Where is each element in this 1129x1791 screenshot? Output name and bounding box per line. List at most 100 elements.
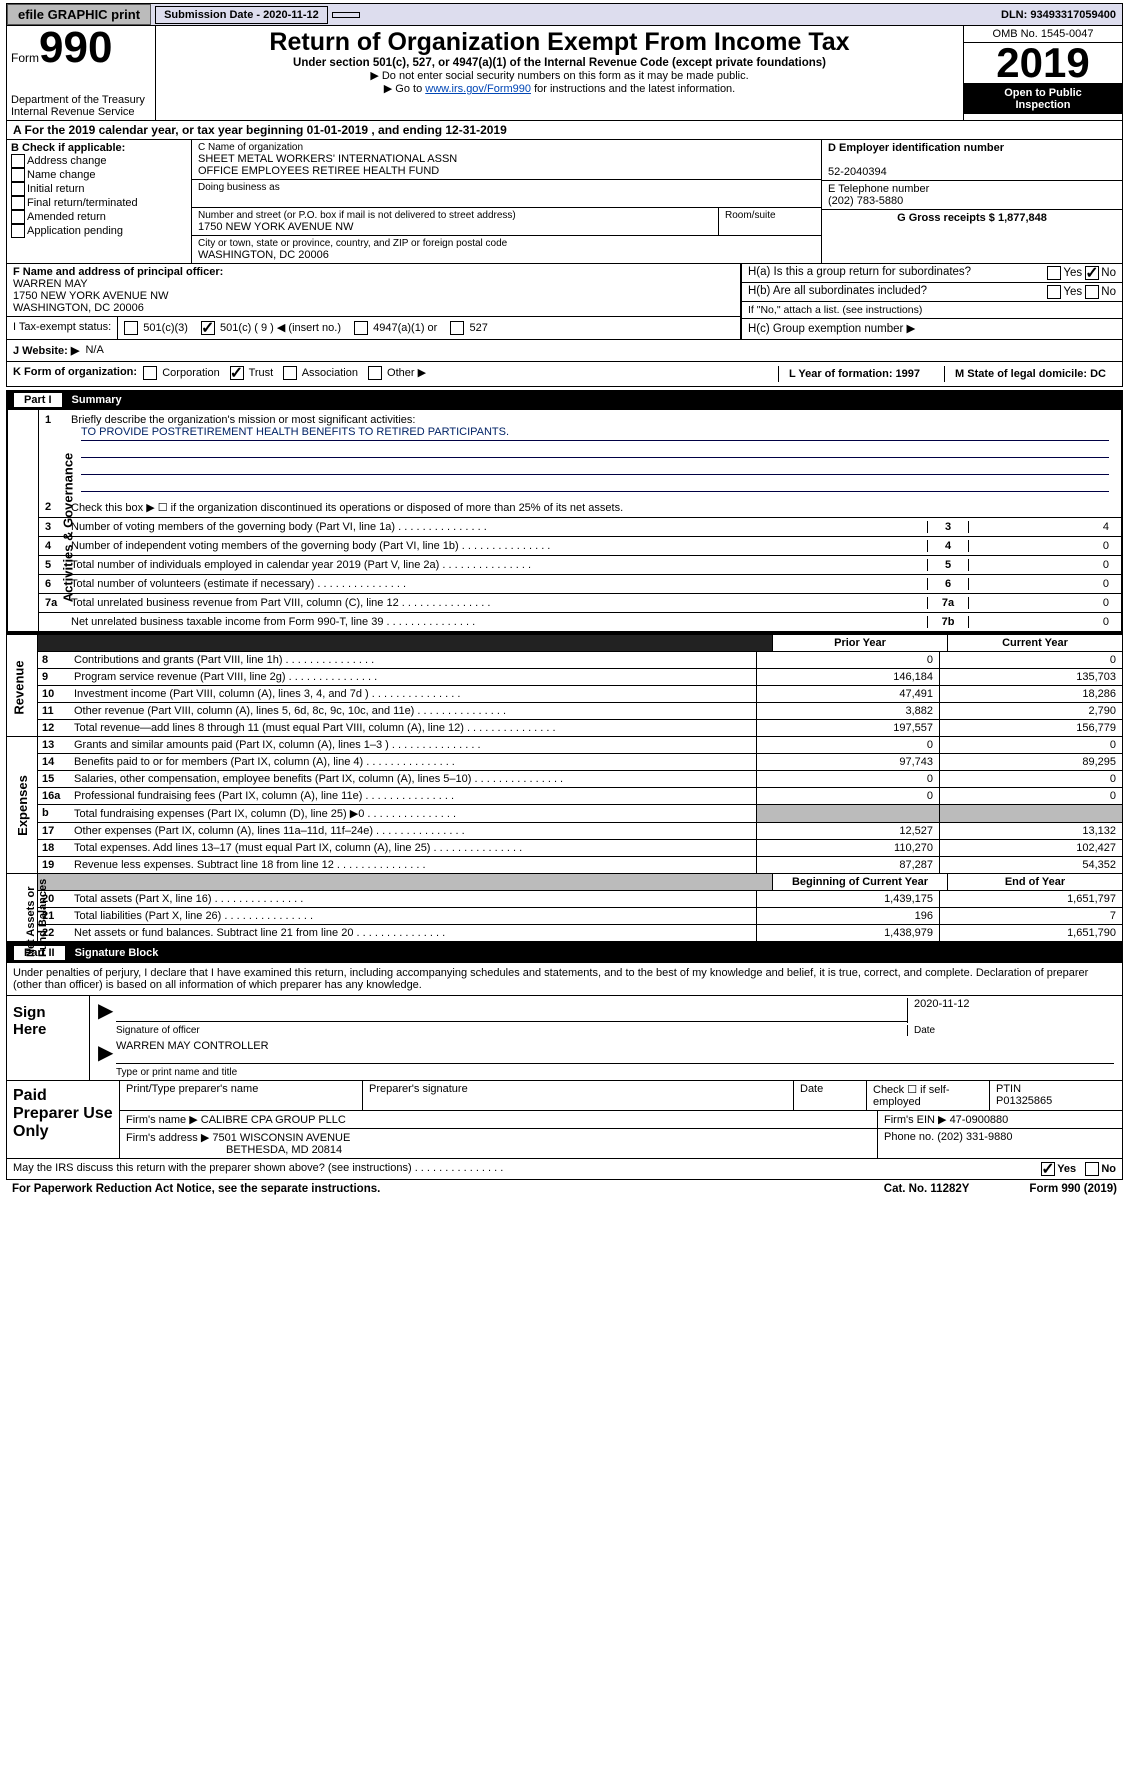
dept-treasury: Department of the Treasury	[11, 94, 151, 106]
ein-label: D Employer identification number	[828, 142, 1004, 154]
city-state-zip: WASHINGTON, DC 20006	[198, 249, 815, 261]
summary-body: Activities & Governance 1Briefly describ…	[6, 410, 1123, 633]
officer-name: WARREN MAY	[13, 278, 734, 290]
chk-address-change[interactable]	[11, 154, 25, 168]
fin-line: 15Salaries, other compensation, employee…	[38, 771, 1122, 788]
chk-final-return[interactable]	[11, 196, 25, 210]
form-title: Return of Organization Exempt From Incom…	[162, 28, 957, 57]
vlabel-net-assets: Net Assets or Fund Balances	[7, 874, 38, 941]
state-domicile: M State of legal domicile: DC	[944, 366, 1116, 382]
officer-addr2: WASHINGTON, DC 20006	[13, 302, 734, 314]
q2-text: Check this box ▶ ☐ if the organization d…	[71, 501, 1115, 514]
paid-preparer-label: Paid Preparer Use Only	[7, 1081, 120, 1158]
firm-addr2: BETHESDA, MD 20814	[126, 1144, 871, 1156]
summary-line: 6Total number of volunteers (estimate if…	[39, 574, 1121, 593]
form-number: 990	[39, 23, 112, 72]
col-de: D Employer identification number 52-2040…	[822, 140, 1122, 263]
vlabel-governance: Activities & Governance	[8, 410, 39, 631]
chk-501c3[interactable]	[124, 321, 138, 335]
submission-date: Submission Date - 2020-11-12	[155, 6, 328, 24]
chk-initial-return[interactable]	[11, 182, 25, 196]
footer: For Paperwork Reduction Act Notice, see …	[6, 1180, 1123, 1198]
ptin-value: P01325865	[996, 1095, 1116, 1107]
sign-here-block: Sign Here ▶ 2020-11-12 Signature of offi…	[6, 996, 1123, 1081]
col-prior-year: Prior Year	[773, 635, 948, 651]
chk-other[interactable]	[368, 366, 382, 380]
vlabel-expenses: Expenses	[7, 737, 38, 873]
fin-line: 20Total assets (Part X, line 16)1,439,17…	[38, 891, 1122, 908]
fin-line: 11Other revenue (Part VIII, column (A), …	[38, 703, 1122, 720]
form-ref: Form 990 (2019)	[1029, 1183, 1117, 1195]
chk-amended-return[interactable]	[11, 210, 25, 224]
discuss-yes[interactable]	[1041, 1162, 1055, 1176]
revenue-section: Revenue Prior Year Current Year 8Contrib…	[6, 633, 1123, 736]
cat-no: Cat. No. 11282Y	[884, 1183, 970, 1195]
expenses-section: Expenses 13Grants and similar amounts pa…	[6, 736, 1123, 873]
hb-no[interactable]	[1085, 285, 1099, 299]
dba-label: Doing business as	[198, 182, 815, 193]
firm-addr1: 7501 WISCONSIN AVENUE	[212, 1132, 350, 1144]
irs-link[interactable]: www.irs.gov/Form990	[425, 83, 531, 95]
chk-trust[interactable]	[230, 366, 244, 380]
chk-name-change[interactable]	[11, 168, 25, 182]
summary-line: 4Number of independent voting members of…	[39, 536, 1121, 555]
sig-date-label: Date	[907, 1025, 1114, 1036]
firm-phone-label: Phone no.	[884, 1131, 934, 1143]
phone-label: E Telephone number	[828, 183, 1116, 195]
summary-line: 3Number of voting members of the governi…	[39, 517, 1121, 536]
room-suite-label: Room/suite	[719, 208, 821, 235]
row-a-tax-year: A For the 2019 calendar year, or tax yea…	[6, 121, 1123, 140]
city-label: City or town, state or province, country…	[198, 238, 815, 249]
ha-yes[interactable]	[1047, 266, 1061, 280]
chk-application-pending[interactable]	[11, 224, 25, 238]
chk-4947[interactable]	[354, 321, 368, 335]
part-2-header: Part II Signature Block	[6, 943, 1123, 963]
prep-name-header: Print/Type preparer's name	[120, 1081, 363, 1110]
firm-name: CALIBRE CPA GROUP PLLC	[201, 1114, 346, 1126]
sign-here-label: Sign Here	[7, 996, 90, 1080]
website-value: N/A	[85, 344, 103, 357]
fin-line: 9Program service revenue (Part VIII, lin…	[38, 669, 1122, 686]
org-name-label: C Name of organization	[198, 142, 815, 153]
website-row: J Website: ▶ N/A	[6, 340, 1123, 362]
chk-501c[interactable]	[201, 321, 215, 335]
firm-name-label: Firm's name ▶	[126, 1114, 198, 1126]
officer-name-title: WARREN MAY CONTROLLER	[116, 1040, 1114, 1064]
firm-ein-label: Firm's EIN ▶	[884, 1114, 947, 1126]
form-header: Form990 Department of the Treasury Inter…	[6, 26, 1123, 121]
discuss-no[interactable]	[1085, 1162, 1099, 1176]
fin-line: 12Total revenue—add lines 8 through 11 (…	[38, 720, 1122, 736]
identity-block: B Check if applicable: Address change Na…	[6, 140, 1123, 264]
tax-year: 2019	[964, 43, 1122, 83]
form-note-link: ▶ Go to www.irs.gov/Form990 for instruct…	[162, 82, 957, 95]
fin-line: bTotal fundraising expenses (Part IX, co…	[38, 805, 1122, 823]
mission-statement: TO PROVIDE POSTRETIREMENT HEALTH BENEFIT…	[81, 426, 1109, 441]
hb-yes[interactable]	[1047, 285, 1061, 299]
form-note-ssn: ▶ Do not enter social security numbers o…	[162, 69, 957, 82]
arrow-icon: ▶	[98, 1040, 116, 1065]
org-name-2: OFFICE EMPLOYEES RETIREE HEALTH FUND	[198, 165, 815, 177]
form-990-page: efile GRAPHIC print Submission Date - 20…	[0, 0, 1129, 1201]
firm-phone: (202) 331-9880	[937, 1131, 1012, 1143]
discuss-row: May the IRS discuss this return with the…	[6, 1159, 1123, 1180]
fin-line: 14Benefits paid to or for members (Part …	[38, 754, 1122, 771]
pra-notice: For Paperwork Reduction Act Notice, see …	[12, 1183, 380, 1195]
fin-line: 19Revenue less expenses. Subtract line 1…	[38, 857, 1122, 873]
part-1-header: Part I Summary	[6, 390, 1123, 410]
self-employed-check[interactable]: Check ☐ if self-employed	[867, 1081, 990, 1110]
addr-label: Number and street (or P.O. box if mail i…	[198, 210, 712, 221]
ein-value: 52-2040394	[828, 166, 1116, 178]
efile-print-button[interactable]: efile GRAPHIC print	[7, 4, 151, 25]
chk-527[interactable]	[450, 321, 464, 335]
summary-line: 7aTotal unrelated business revenue from …	[39, 593, 1121, 612]
top-toolbar: efile GRAPHIC print Submission Date - 20…	[6, 3, 1123, 26]
perjury-statement: Under penalties of perjury, I declare th…	[6, 963, 1123, 996]
org-name-1: SHEET METAL WORKERS' INTERNATIONAL ASSN	[198, 153, 815, 165]
chk-corp[interactable]	[143, 366, 157, 380]
dept-irs: Internal Revenue Service	[11, 106, 151, 118]
chk-assoc[interactable]	[283, 366, 297, 380]
tax-status-options: 501(c)(3) 501(c) ( 9 ) ◀ (insert no.) 49…	[118, 317, 740, 339]
sig-officer-label: Signature of officer	[116, 1025, 907, 1036]
tax-status-label: I Tax-exempt status:	[13, 321, 111, 333]
ha-no[interactable]	[1085, 266, 1099, 280]
